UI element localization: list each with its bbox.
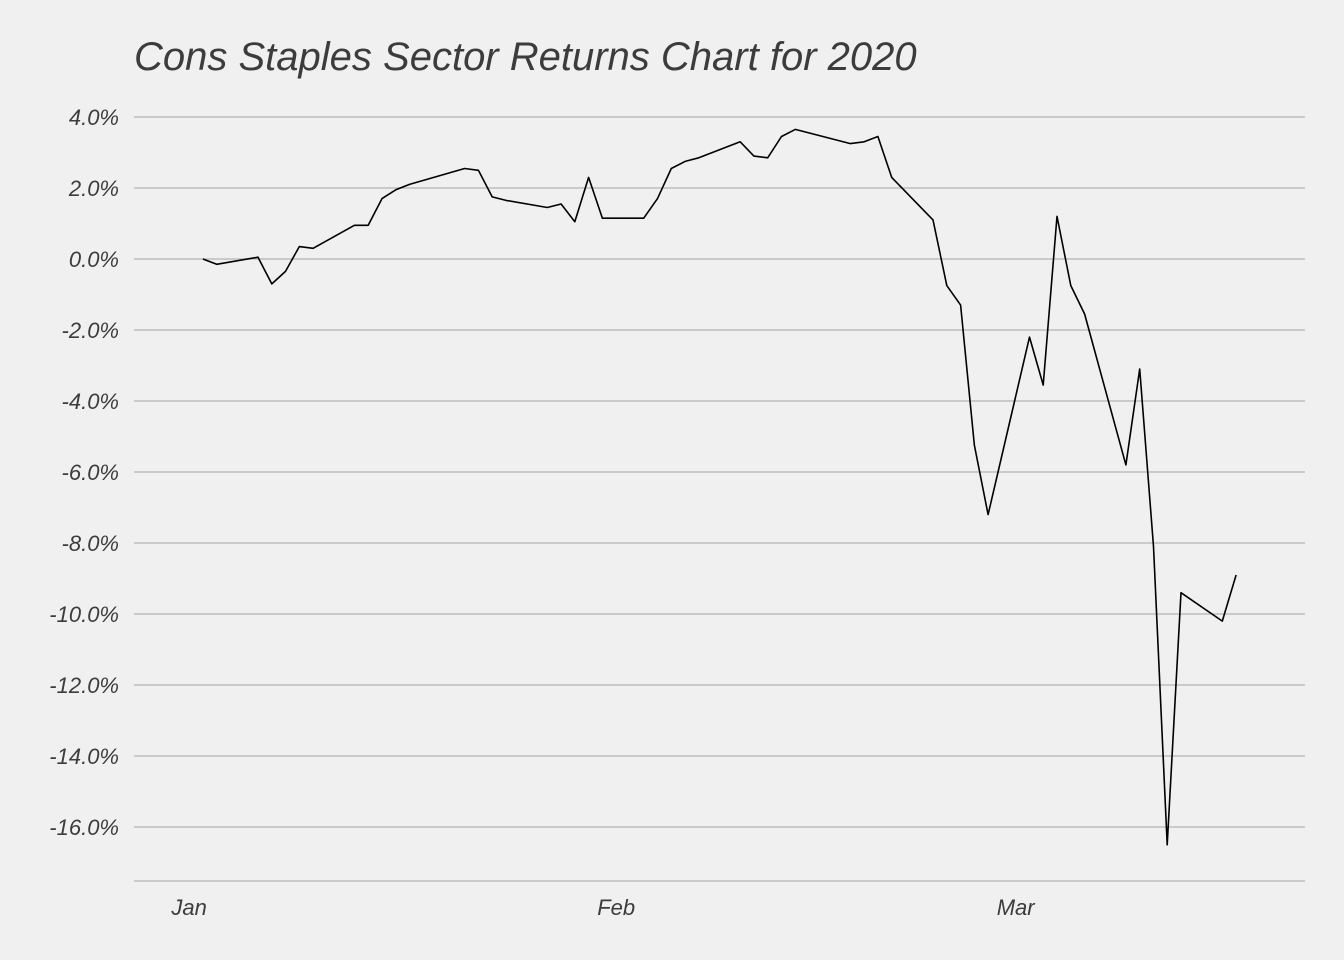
y-tick-label: -16.0% — [49, 815, 119, 840]
y-tick-label: -4.0% — [62, 389, 119, 414]
x-axis-tick-labels: Jan Feb Mar — [170, 895, 1036, 920]
x-tick-label: Jan — [170, 895, 206, 920]
x-tick-label: Mar — [997, 895, 1037, 920]
gridlines — [134, 116, 1305, 828]
y-tick-label: -2.0% — [62, 318, 119, 343]
y-tick-label: -12.0% — [49, 673, 119, 698]
y-tick-label: -6.0% — [62, 460, 119, 485]
y-tick-label: -14.0% — [49, 744, 119, 769]
x-tick-label: Feb — [597, 895, 635, 920]
y-axis-tick-labels: 4.0% 2.0% 0.0% -2.0% -4.0% -6.0% -8.0% -10.0% -1… — [49, 105, 119, 840]
chart-title: Cons Staples Sector Returns Chart for 20… — [134, 35, 917, 79]
y-tick-label: -8.0% — [62, 531, 119, 556]
series-layer — [202, 128, 1237, 846]
y-tick-label: -10.0% — [49, 602, 119, 627]
series-line — [202, 128, 1237, 846]
y-tick-label: 2.0% — [68, 176, 119, 201]
y-tick-label: 0.0% — [69, 247, 119, 272]
y-tick-label: 4.0% — [69, 105, 119, 130]
